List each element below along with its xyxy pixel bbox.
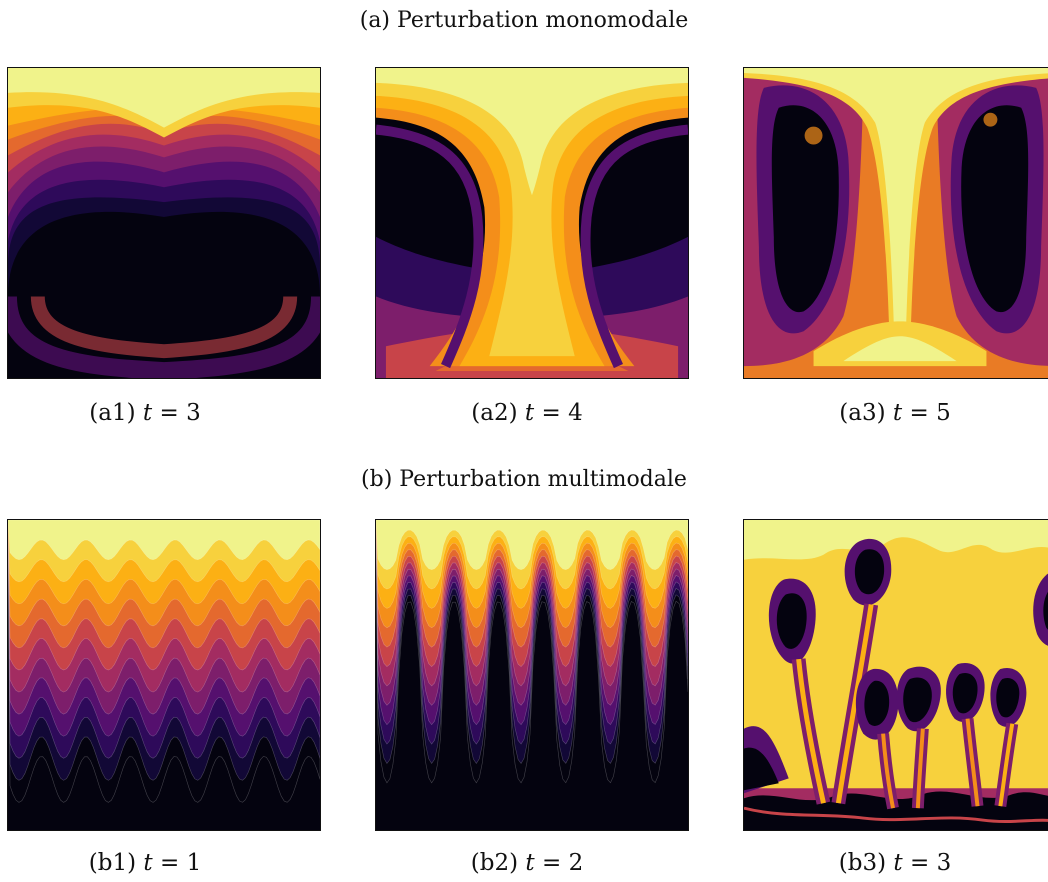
row-b-heading: (b) Perturbation multimodale [361, 467, 687, 492]
caption-b3: (b3) t = 3 [800, 850, 990, 876]
caption-eq: = [534, 850, 569, 876]
caption-a1: (a1) t = 3 [50, 400, 240, 426]
row-a-heading: (a) Perturbation monomodale [359, 8, 689, 33]
panel-a2 [375, 67, 689, 379]
caption-eq: = [152, 400, 187, 426]
caption-b2: (b2) t = 2 [432, 850, 622, 876]
caption-var: t [143, 850, 153, 876]
caption-tag: (b3) [838, 850, 887, 876]
caption-tag: (a3) [839, 400, 886, 426]
caption-val: 1 [186, 850, 202, 876]
caption-eq: = [534, 400, 569, 426]
panel-b2 [375, 519, 689, 831]
caption-tag: (b1) [88, 850, 137, 876]
caption-var: t [525, 850, 535, 876]
caption-b1: (b1) t = 1 [50, 850, 240, 876]
caption-var: t [892, 400, 903, 426]
caption-val: 3 [936, 850, 952, 876]
caption-var: t [524, 400, 535, 426]
caption-eq: = [152, 850, 187, 876]
caption-a3: (a3) t = 5 [800, 400, 990, 426]
caption-tag: (a1) [89, 400, 136, 426]
panel-a1 [7, 67, 321, 379]
caption-val: 2 [568, 850, 584, 876]
caption-tag: (a2) [471, 400, 518, 426]
caption-a2: (a2) t = 4 [432, 400, 622, 426]
caption-eq: = [902, 850, 937, 876]
caption-tag: (b2) [470, 850, 519, 876]
panel-b1 [7, 519, 321, 831]
caption-val: 4 [568, 400, 583, 426]
caption-var: t [893, 850, 903, 876]
caption-val: 5 [936, 400, 951, 426]
caption-var: t [142, 400, 153, 426]
caption-eq: = [902, 400, 937, 426]
panel-a3 [743, 67, 1048, 379]
caption-val: 3 [186, 400, 201, 426]
panel-b3 [743, 519, 1048, 831]
